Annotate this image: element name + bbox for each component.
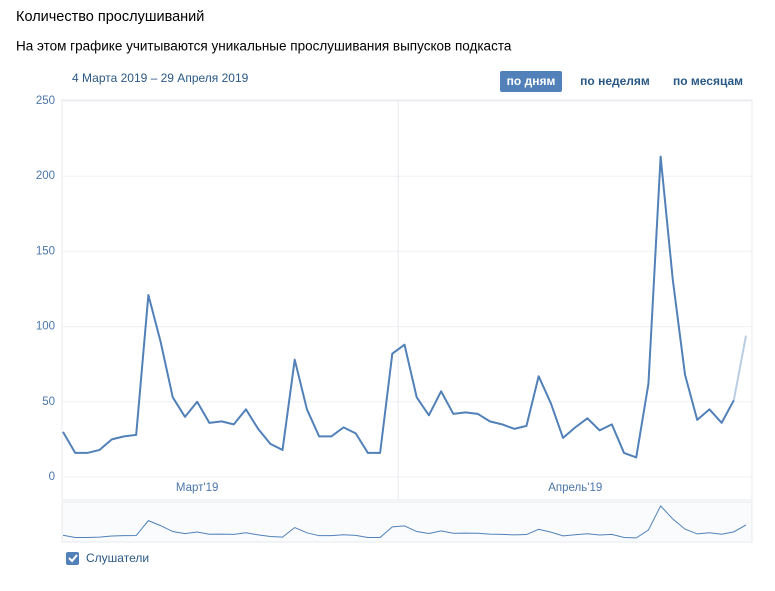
period-button[interactable]: по месяцам: [673, 74, 743, 88]
period-button[interactable]: по неделям: [580, 74, 650, 88]
page-subtitle: На этом графике учитываются уникальные п…: [16, 39, 512, 54]
navigator[interactable]: [61, 501, 753, 543]
check-icon: [68, 554, 78, 563]
y-tick-label: 100: [36, 321, 55, 333]
series-line-partial: [732, 335, 747, 401]
plot-frame: [61, 99, 753, 501]
period-button-bg: [500, 71, 562, 92]
date-range[interactable]: 4 Марта 2019 – 29 Апреля 2019: [72, 71, 249, 85]
y-tick-label: 200: [36, 170, 55, 182]
x-tick-label: Апрель'19: [548, 482, 602, 494]
navigator-line: [62, 505, 747, 539]
legend-label[interactable]: Слушатели: [86, 551, 149, 565]
page-title: Количество прослушиваний: [16, 9, 204, 25]
x-tick-label: Март'19: [176, 482, 219, 494]
series-line: [62, 155, 735, 459]
legend-checkbox[interactable]: [66, 552, 79, 565]
y-tick-label: 0: [49, 471, 55, 483]
period-button[interactable]: по дням: [507, 74, 556, 88]
y-tick-label: 150: [36, 245, 55, 257]
y-tick-label: 250: [36, 95, 55, 107]
y-tick-label: 50: [42, 396, 55, 408]
